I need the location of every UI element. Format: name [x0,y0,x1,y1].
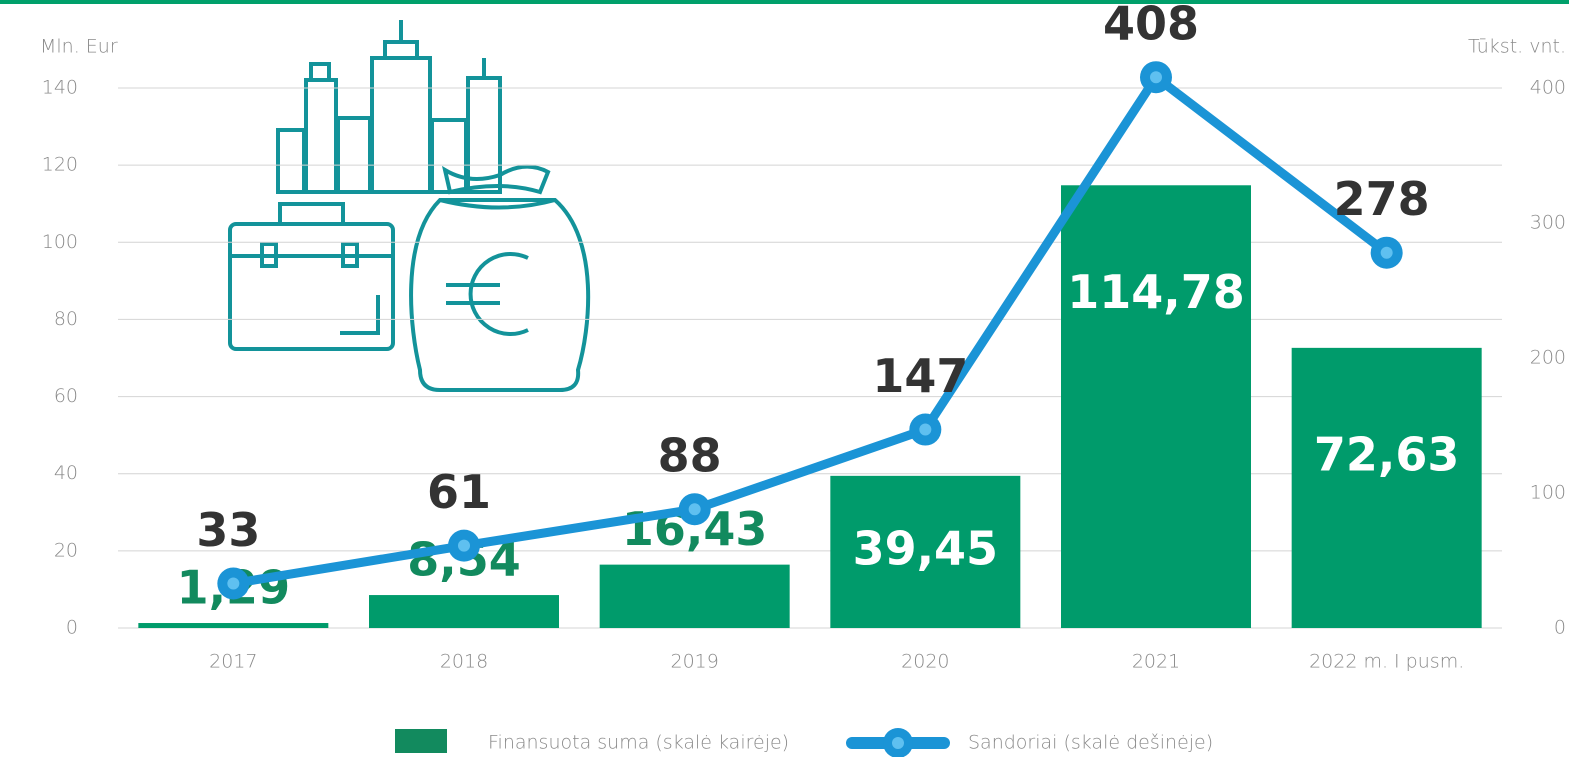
y2-tick-label: 200 [1530,347,1566,369]
bar [1291,347,1482,628]
y2-tick-label: 100 [1530,482,1566,504]
x-tick-label: 2017 [209,651,257,673]
y2-tick-label: 300 [1530,212,1566,234]
y-tick-label: 80 [54,308,78,330]
line-marker-dot [919,423,932,436]
y2-axis-label: Tūkst. vnt. [1468,36,1566,58]
legend-label: Sandoriai (skalė dešinėje) [968,732,1213,754]
line-value-label: 61 [427,465,491,519]
x-tick-label: 2022 m. I pusm. [1309,651,1464,673]
bar-value-label: 72,63 [1314,427,1460,481]
y-tick-label: 140 [42,77,78,99]
y-tick-label: 100 [42,231,78,253]
legend-marker-dot [892,737,904,749]
x-tick-label: 2020 [901,651,949,673]
bar [599,564,790,628]
y2-tick-label: 400 [1530,77,1566,99]
line-marker-dot [1150,71,1162,84]
top-border [0,0,1569,4]
bar [1061,185,1251,628]
line-value-label: 147 [872,349,968,403]
line [232,72,1390,588]
bar [369,595,559,628]
line-marker-dot [688,503,701,516]
line-marker-dot [227,577,240,590]
legend-swatch [395,729,447,753]
line-value-label: 88 [658,429,722,483]
icon [228,20,591,392]
legend-label: Finansuota suma (skalė kairėje) [488,732,789,754]
bar [830,475,1021,628]
x-tick-label: 2021 [1132,651,1180,673]
line-marker-dot [458,539,470,552]
y-tick-label: 20 [54,539,78,561]
x-tick-label: 2018 [440,651,488,673]
line-value-label: 408 [1103,0,1199,51]
line-value-label: 33 [196,503,260,557]
x-tick-label: 2019 [670,651,718,673]
y-tick-label: 120 [42,154,78,176]
line-value-label: 278 [1334,172,1430,226]
y-tick-label: 0 [66,617,78,639]
bar [138,623,329,628]
bar-value-label: 114,78 [1067,265,1245,319]
y-axis-label: Mln. Eur [40,36,118,58]
y2-tick-label: 0 [1554,617,1566,639]
y-tick-label: 60 [54,385,78,407]
line-marker-dot [1380,246,1393,259]
bar-value-label: 39,45 [853,521,999,575]
y-tick-label: 40 [54,462,78,484]
